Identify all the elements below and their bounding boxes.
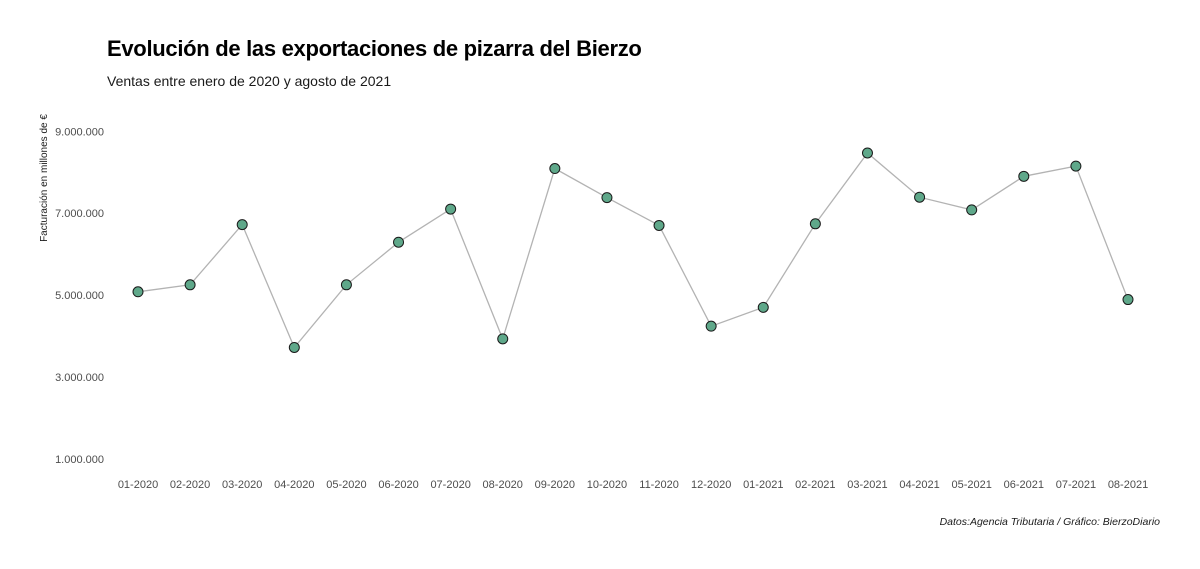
chart-title: Evolución de las exportaciones de pizarr… <box>107 36 642 61</box>
x-tick-label: 07-2020 <box>430 479 470 491</box>
x-tick-label: 08-2021 <box>1108 479 1148 491</box>
data-point <box>549 163 561 175</box>
y-tick-label: 7.000.000 <box>55 208 104 220</box>
data-point <box>340 279 352 291</box>
x-tick-label: 06-2020 <box>378 479 418 491</box>
data-point <box>809 218 821 230</box>
data-point <box>757 301 769 313</box>
x-tick-label: 10-2020 <box>587 479 627 491</box>
data-point <box>1122 294 1134 306</box>
y-axis-label-group: Facturación en millones de € <box>39 114 50 242</box>
data-point <box>861 147 873 159</box>
data-point <box>966 204 978 216</box>
data-point <box>445 203 457 215</box>
data-point <box>914 191 926 203</box>
x-tick-label: 03-2020 <box>222 479 262 491</box>
data-point <box>653 219 665 231</box>
data-point <box>601 192 613 204</box>
y-tick-label: 9.000.000 <box>55 126 104 138</box>
y-tick-label: 3.000.000 <box>55 372 104 384</box>
series-line <box>137 152 1129 349</box>
y-axis-ticks: 1.000.000 3.000.000 5.000.000 7.000.000 9.00… <box>55 126 104 466</box>
data-point <box>236 219 248 231</box>
y-axis-label: Facturación en millones de € <box>39 114 50 242</box>
x-tick-label: 09-2020 <box>535 479 575 491</box>
y-tick-label: 5.000.000 <box>55 290 104 302</box>
data-point <box>705 320 717 332</box>
data-point <box>288 341 300 353</box>
data-series <box>132 147 1134 353</box>
x-tick-label: 02-2020 <box>170 479 210 491</box>
x-axis-ticks: 01-2020 02-2020 03-2020 04-2020 05-2020 06-20… <box>118 479 1148 491</box>
chart-caption: Datos:Agencia Tributaria / Gráfico: Bier… <box>939 516 1160 528</box>
chart-subtitle: Ventas entre enero de 2020 y agosto de 2… <box>107 73 392 89</box>
x-tick-label: 01-2020 <box>118 479 158 491</box>
data-point <box>393 236 405 248</box>
data-point <box>132 286 144 298</box>
x-tick-label: 06-2021 <box>1004 479 1044 491</box>
x-tick-label: 04-2020 <box>274 479 314 491</box>
x-tick-label: 08-2020 <box>483 479 523 491</box>
x-tick-label: 05-2020 <box>326 479 366 491</box>
data-point <box>184 279 196 291</box>
x-tick-label: 04-2021 <box>899 479 939 491</box>
x-tick-label: 02-2021 <box>795 479 835 491</box>
x-tick-label: 11-2020 <box>639 479 679 491</box>
x-tick-label: 03-2021 <box>847 479 887 491</box>
data-point <box>1070 160 1082 172</box>
data-point <box>1018 170 1030 182</box>
data-point <box>497 333 509 345</box>
x-tick-label: 01-2021 <box>743 479 783 491</box>
x-tick-label: 05-2021 <box>951 479 991 491</box>
y-tick-label: 1.000.000 <box>55 454 104 466</box>
x-tick-label: 07-2021 <box>1056 479 1096 491</box>
x-tick-label: 12-2020 <box>691 479 731 491</box>
